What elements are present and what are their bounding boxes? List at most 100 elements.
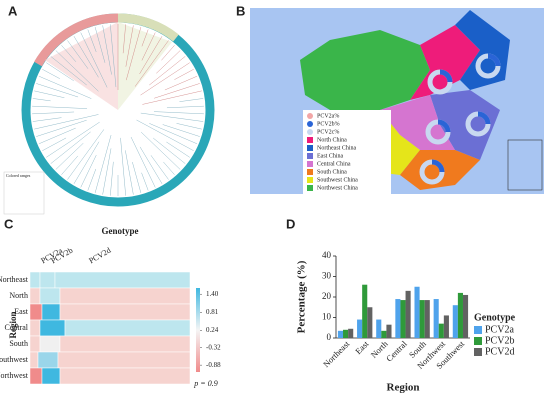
legend-swatch bbox=[474, 348, 482, 356]
bar bbox=[400, 300, 406, 338]
panel-label: B bbox=[236, 3, 245, 18]
tree-branch bbox=[153, 137, 186, 164]
tree-ring-segment bbox=[34, 13, 119, 67]
row-label: Northwest bbox=[0, 371, 29, 380]
heat-cell bbox=[57, 351, 191, 369]
tree-branch bbox=[80, 154, 97, 188]
y-tick-label: 30 bbox=[322, 271, 332, 281]
map-legend: PCV2a% PCV2b% PCV2c% North China Northeast C… bbox=[307, 113, 358, 191]
bar bbox=[462, 294, 469, 338]
tree-branch bbox=[34, 90, 65, 98]
tree-branch bbox=[36, 83, 79, 98]
bar bbox=[414, 286, 420, 338]
tree-branch bbox=[67, 40, 89, 69]
pie-slice bbox=[477, 111, 491, 125]
legend-swatch bbox=[307, 145, 313, 151]
tree-branch bbox=[140, 62, 190, 96]
bar bbox=[348, 328, 354, 338]
heat-cell bbox=[39, 319, 66, 337]
tree-branch bbox=[73, 36, 99, 78]
heatmap-note: p = 0.9 bbox=[193, 379, 217, 388]
column-label: PCV2d bbox=[87, 246, 112, 266]
phylogenetic-tree bbox=[21, 13, 215, 207]
tree-branch bbox=[125, 150, 134, 195]
legend-swatch bbox=[474, 326, 482, 334]
legend-label: PCV2a% bbox=[317, 113, 339, 119]
colorbar-label: 1.40 bbox=[206, 290, 219, 298]
tree-branch bbox=[122, 24, 126, 54]
pie-slice bbox=[439, 69, 453, 83]
bar bbox=[386, 324, 392, 338]
region-northwest bbox=[300, 30, 430, 125]
tree-branch bbox=[139, 146, 163, 184]
tree-branch bbox=[150, 155, 169, 180]
legend-swatch bbox=[307, 137, 313, 143]
bar bbox=[443, 315, 449, 338]
tree-branch bbox=[87, 168, 97, 191]
tree-branch bbox=[67, 129, 105, 180]
bar bbox=[367, 307, 373, 338]
tree-branch bbox=[42, 69, 60, 79]
legend-label: South China bbox=[317, 169, 347, 175]
y-tick-label: 0 bbox=[327, 332, 332, 342]
tree-branch bbox=[132, 162, 142, 193]
tree-branch bbox=[149, 56, 186, 86]
legend-label: East China bbox=[317, 153, 343, 159]
heat-cell bbox=[37, 351, 59, 369]
tree-branch bbox=[55, 143, 84, 170]
tree-branch bbox=[156, 50, 181, 74]
tree-legend-box bbox=[3, 171, 45, 215]
heatmap-title: Genotype bbox=[102, 226, 139, 236]
legend-swatch bbox=[474, 337, 482, 345]
tree-branch bbox=[38, 127, 76, 144]
tree-branch bbox=[94, 27, 106, 63]
bar bbox=[337, 330, 344, 338]
legend-label: PCV2b bbox=[485, 335, 514, 346]
x-tick-label: Northeast bbox=[321, 338, 352, 369]
heat-cell bbox=[29, 271, 41, 289]
tree-branch bbox=[34, 114, 99, 130]
heat-cell bbox=[54, 271, 191, 289]
tree-branch bbox=[50, 56, 87, 86]
legend-title: Genotype bbox=[474, 312, 516, 323]
tree-branch bbox=[36, 120, 87, 137]
tree-branch bbox=[166, 141, 190, 158]
heat-cell bbox=[29, 287, 41, 305]
bar bbox=[419, 300, 425, 338]
legend-label: Central China bbox=[317, 161, 351, 167]
bar bbox=[405, 290, 411, 338]
row-label: North bbox=[9, 291, 28, 300]
bar bbox=[424, 300, 430, 338]
tree-branch bbox=[162, 124, 200, 137]
heat-cell bbox=[39, 271, 56, 289]
legend-swatch bbox=[307, 113, 313, 119]
tree-branch bbox=[55, 50, 99, 92]
bar bbox=[452, 305, 458, 338]
tree-branch bbox=[125, 25, 134, 67]
tree-branch bbox=[110, 24, 117, 88]
heat-cell bbox=[59, 303, 191, 321]
tree-branch bbox=[32, 111, 75, 115]
region-east bbox=[430, 90, 500, 160]
colorbar-label: -0.32 bbox=[206, 343, 221, 351]
bar bbox=[438, 323, 444, 338]
pie-slice bbox=[437, 119, 451, 133]
tree-branch bbox=[80, 32, 108, 88]
y-tick-label: 40 bbox=[322, 250, 332, 260]
bar bbox=[457, 292, 463, 338]
pie-slice bbox=[487, 53, 501, 67]
tree-branch bbox=[176, 123, 202, 130]
tree-branch bbox=[61, 45, 77, 62]
tree-branch bbox=[140, 112, 204, 122]
legend-label: North China bbox=[317, 137, 347, 143]
region-north bbox=[410, 25, 480, 100]
tree-branch bbox=[46, 121, 100, 158]
tree-branch bbox=[140, 131, 181, 170]
row-label: Central bbox=[4, 323, 28, 332]
tree-branch bbox=[110, 161, 114, 196]
bar bbox=[395, 299, 401, 338]
legend-swatch bbox=[307, 129, 313, 135]
legend-label: PCV2c% bbox=[317, 129, 339, 135]
